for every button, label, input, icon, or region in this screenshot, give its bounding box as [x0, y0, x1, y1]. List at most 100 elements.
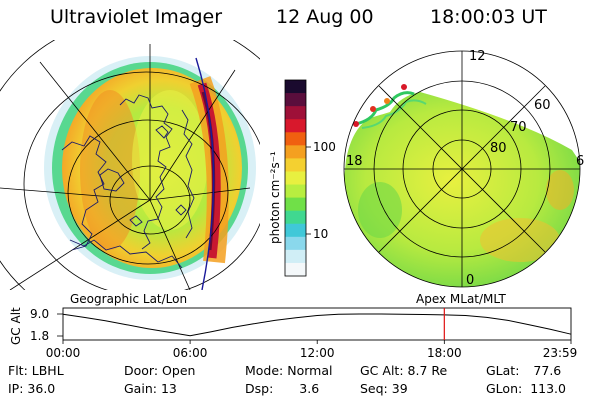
timeline-xtick-label: 00:00	[46, 346, 81, 360]
colorbar-cell	[285, 145, 306, 159]
mlt-line-diag-2	[378, 85, 546, 253]
colorbar-cell	[285, 249, 306, 264]
meridian-4	[9, 199, 151, 290]
right-emission-west	[358, 182, 402, 238]
geographic-caption: Geographic Lat/Lon	[70, 292, 187, 306]
dsp-field: Dsp: 3.6	[245, 381, 319, 396]
meridian-7	[149, 69, 236, 201]
left-emission-oval-inner	[132, 90, 208, 230]
coastline-north	[119, 94, 173, 250]
mlat-label-80: 80	[490, 141, 507, 156]
mode-value: Normal	[287, 363, 333, 378]
timeline-xtick-label: 18:00	[427, 346, 462, 360]
lat-circle-3	[23, 71, 260, 290]
coastline-inner	[99, 168, 125, 192]
right-dayside-spot-4	[401, 84, 407, 90]
glat-field: GLat: 77.6	[486, 363, 561, 378]
mlt-label-0: 0	[466, 273, 474, 288]
timeline-xtick-label: 12:00	[300, 346, 335, 360]
timeline-xtick-label: 06:00	[173, 346, 208, 360]
filter-value: LBHL	[31, 363, 64, 378]
right-dayside-edge-2	[361, 99, 427, 129]
colorbar-unit: photon cm⁻²s⁻¹	[268, 151, 282, 244]
dsp-label: Dsp:	[245, 381, 274, 396]
timeline-xtick-label: 23:59	[543, 346, 578, 360]
right-emission-east	[546, 170, 574, 210]
meridian-2	[39, 61, 151, 201]
right-dayside-spot-2	[370, 106, 376, 112]
filter-field: Flt: LBHL	[8, 363, 64, 378]
mode-field: Mode: Normal	[245, 363, 333, 378]
meridian-3	[0, 187, 151, 201]
colorbar-cell	[285, 106, 306, 120]
glat-label: GLat:	[486, 363, 520, 378]
colorbar-label-10: 10	[313, 227, 328, 241]
glon-label: GLon:	[486, 381, 523, 396]
sequence-value: 39	[391, 381, 408, 396]
right-dayside-spot-1	[353, 121, 359, 127]
ip-label: IP:	[8, 381, 24, 396]
glat-value: 77.6	[533, 363, 562, 378]
right-emission-south	[480, 218, 560, 262]
timeline-frame	[62, 307, 572, 341]
door-value: Open	[162, 363, 196, 378]
mode-label: Mode:	[245, 363, 284, 378]
mlt-label-18: 18	[346, 154, 363, 169]
colorbar-cell	[285, 158, 306, 172]
colorbar-cell	[285, 184, 306, 199]
altitude-curve	[62, 313, 572, 337]
sequence-label: Seq:	[360, 381, 388, 396]
geographic-panel	[0, 40, 260, 290]
meridian-6	[149, 187, 251, 201]
gain-value: 13	[160, 381, 177, 396]
colorbar-cell	[285, 171, 306, 186]
door-field: Door: Open	[124, 363, 195, 378]
timeline-ytick-top: 9.0	[30, 307, 49, 321]
coastline-south	[69, 239, 183, 269]
filter-label: Flt:	[8, 363, 28, 378]
observation-date: 12 Aug 00	[276, 6, 374, 28]
colorbar-cell	[285, 197, 306, 212]
colorbar-cell	[285, 119, 306, 133]
gain-label: Gain:	[124, 381, 157, 396]
colorbar-cell	[285, 223, 306, 238]
magnetic-panel: 12 18 6 0 60 70 80	[343, 49, 584, 288]
gc-altitude-label: GC Alt:	[360, 363, 404, 378]
right-dayside-edge	[355, 91, 415, 126]
mlt-label-12: 12	[469, 49, 486, 64]
gain-field: Gain: 13	[124, 381, 177, 396]
colorbar: 100 10 photon cm⁻²s⁻¹	[268, 79, 336, 277]
timeline-ytick-bottom: 1.8	[30, 329, 49, 343]
observation-time: 18:00:03 UT	[430, 6, 547, 28]
magnetic-caption: Apex MLat/MLT	[416, 292, 506, 306]
earth-limb	[195, 57, 215, 290]
ip-value: 36.0	[27, 381, 56, 396]
gc-altitude-field: GC Alt: 8.7 Re	[360, 363, 447, 378]
colorbar-cell	[285, 93, 306, 107]
sequence-field: Seq: 39	[360, 381, 408, 396]
mlat-label-60: 60	[534, 98, 551, 113]
dsp-value: 3.6	[299, 381, 320, 396]
colorbar-cell	[285, 132, 306, 146]
glon-value: 113.0	[530, 381, 566, 396]
glon-field: GLon: 113.0	[486, 381, 566, 396]
right-dayside-spot-3	[384, 98, 390, 104]
colorbar-frame	[284, 79, 307, 277]
timeline-axis-label: GC Alt	[9, 307, 23, 345]
lat-circle-2	[67, 119, 229, 265]
coastline-islands	[129, 125, 187, 227]
gc-altitude-value: 8.7 Re	[407, 363, 448, 378]
instrument-title: Ultraviolet Imager	[50, 6, 223, 28]
mlt-label-6: 6	[576, 154, 584, 169]
altitude-timeline: GC Alt 9.0 1.8 00:00 06:00 12:00 18:00 23:59	[9, 307, 577, 360]
door-label: Door:	[124, 363, 159, 378]
colorbar-cell	[285, 210, 306, 225]
colorbar-cell	[285, 236, 306, 251]
colorbar-cell	[285, 262, 306, 277]
mlat-label-70: 70	[510, 120, 527, 135]
meridian-5	[149, 199, 191, 290]
colorbar-label-100: 100	[313, 140, 336, 154]
ip-field: IP: 36.0	[8, 381, 55, 396]
colorbar-cell	[285, 80, 306, 94]
